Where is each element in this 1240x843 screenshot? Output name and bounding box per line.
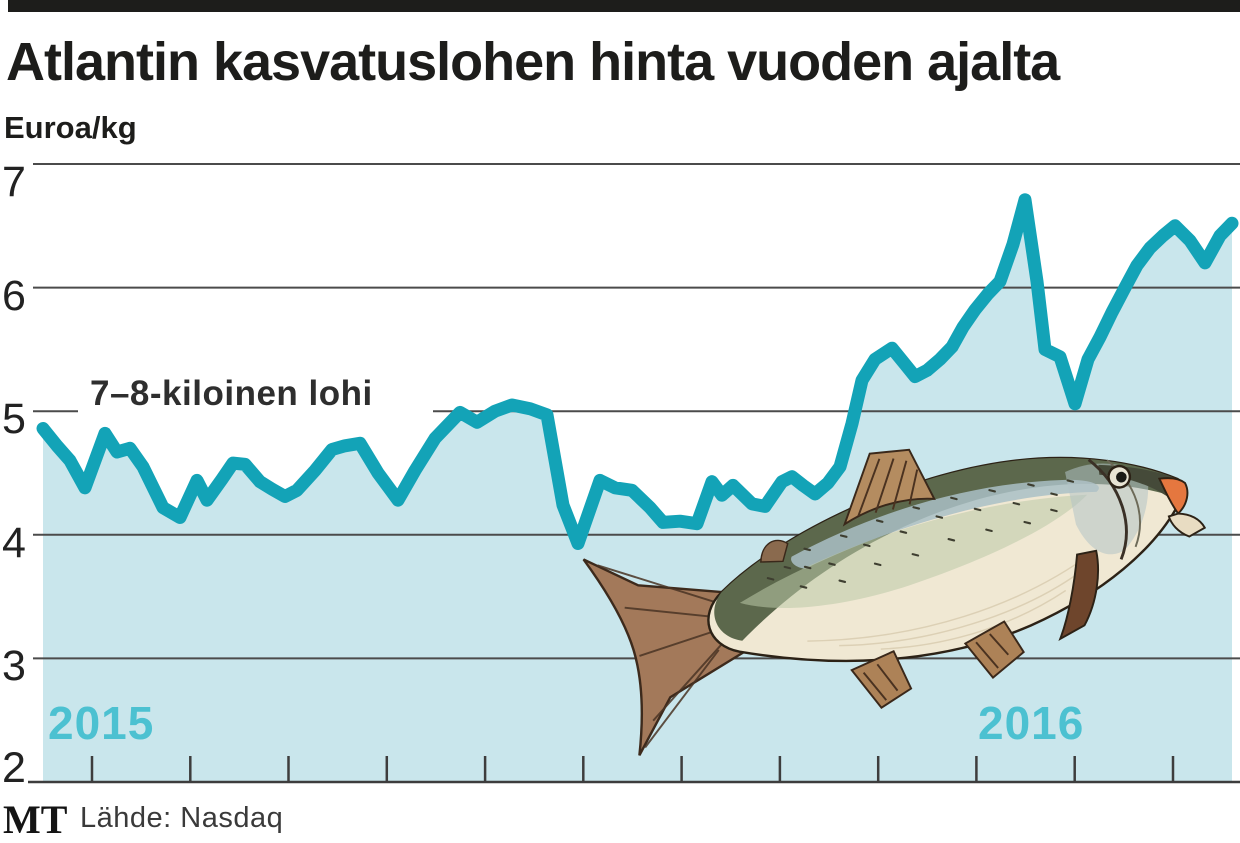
price-line: [36, 193, 1239, 550]
x-axis-ticks: [90, 756, 1175, 781]
anal-fin-stripes: [975, 633, 1010, 669]
spot: [1050, 508, 1058, 513]
y-axis-label-3: 3: [2, 642, 26, 691]
spot: [1050, 492, 1058, 496]
spot: [973, 507, 982, 512]
lower-jaw: [1167, 512, 1207, 538]
spot: [838, 579, 847, 583]
spot: [828, 562, 836, 566]
spot: [863, 543, 871, 548]
salmon-illustration: [582, 448, 1207, 756]
y-axis-label-4: 4: [2, 518, 26, 567]
publisher-logo: MT: [3, 797, 68, 842]
y-axis-label-5: 5: [2, 395, 26, 444]
adipose-fin: [760, 539, 789, 563]
y-axis-unit-label: Euroa/kg: [4, 110, 137, 145]
spot: [912, 506, 921, 510]
spot: [1023, 520, 1032, 525]
mouth-gape: [1157, 477, 1189, 516]
spot: [803, 565, 812, 570]
spot: [899, 530, 908, 534]
x-axis-year-2016: 2016: [978, 697, 1085, 749]
spot: [799, 585, 808, 589]
spot: [1027, 483, 1035, 487]
spot: [1066, 479, 1075, 483]
spot: [947, 538, 956, 542]
page-title: Atlantin kasvatuslohen hinta vuoden ajal…: [6, 32, 1060, 92]
spot: [950, 496, 958, 501]
top-accent-bar: [8, 0, 1240, 12]
pectoral-fin: [1058, 549, 1099, 641]
anal-fin: [963, 620, 1025, 680]
pelvic-fin-stripes: [862, 663, 899, 701]
source-credit: Lähde: Nasdaq: [80, 802, 284, 834]
tail-streaks: [597, 564, 727, 749]
salmon-sheen: [791, 479, 1099, 569]
salmon-spots: [766, 479, 1075, 589]
gill-arc: [1087, 458, 1128, 560]
pelvic-fin: [850, 649, 913, 710]
spot: [873, 562, 882, 567]
belly-hatching: [807, 550, 1095, 650]
spot: [935, 515, 944, 519]
spot: [911, 553, 920, 557]
y-axis-label-6: 6: [2, 271, 26, 320]
spot: [839, 534, 848, 538]
spot: [875, 519, 884, 523]
spot: [988, 489, 996, 493]
dorsal-fin: [842, 448, 936, 527]
eye-pupil: [1116, 471, 1127, 483]
y-axis-label-2: 2: [2, 744, 26, 792]
spot: [1012, 501, 1021, 506]
y-axis-label-7: 7: [2, 158, 26, 206]
spot: [985, 528, 993, 533]
price-line-path: [36, 193, 1239, 550]
dorsal-fin-stripes: [857, 458, 919, 517]
series-annotation: 7–8-kiloinen lohi: [90, 374, 373, 413]
spot: [803, 547, 811, 552]
spot: [766, 577, 775, 581]
spot: [783, 565, 792, 570]
x-axis-year-2015: 2015: [48, 697, 155, 749]
salmon-flank: [739, 494, 1088, 609]
